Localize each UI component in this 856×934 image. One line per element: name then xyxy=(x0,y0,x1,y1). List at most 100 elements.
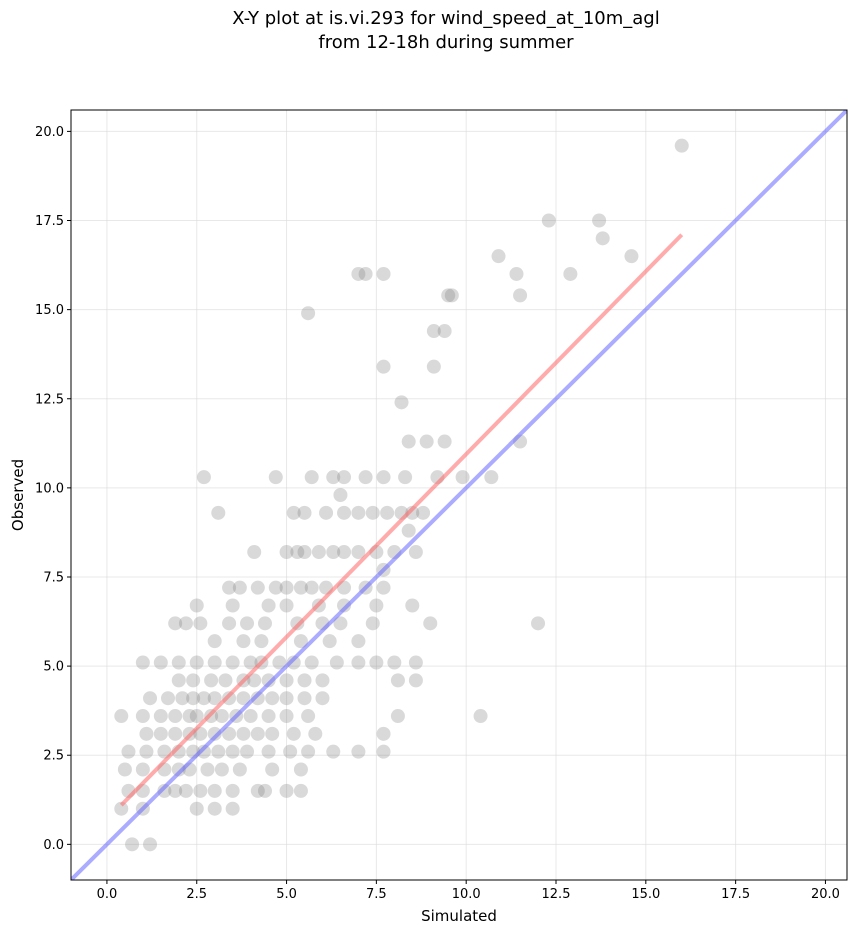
scatter-point xyxy=(304,580,319,595)
scatter-point xyxy=(437,434,452,449)
scatter-point xyxy=(283,744,298,759)
x-tick-label: 20.0 xyxy=(811,887,840,902)
scatter-point xyxy=(301,744,316,759)
scatter-point xyxy=(232,580,247,595)
scatter-point xyxy=(236,691,251,706)
scatter-point xyxy=(491,249,506,264)
scatter-point xyxy=(297,505,312,520)
scatter-point xyxy=(175,691,190,706)
x-tick-label: 2.5 xyxy=(186,887,207,902)
scatter-point xyxy=(376,726,391,741)
scatter-point xyxy=(473,709,488,724)
scatter-point xyxy=(258,616,272,631)
scatter-point xyxy=(243,709,258,724)
scatter-point xyxy=(408,545,423,560)
scatter-point xyxy=(261,744,276,759)
x-tick-label: 0.0 xyxy=(97,887,118,902)
scatter-point xyxy=(265,691,280,706)
scatter-point xyxy=(595,231,610,246)
scatter-point xyxy=(365,505,380,520)
scatter-point xyxy=(268,580,283,595)
scatter-point xyxy=(207,801,222,816)
y-tick-label: 0.0 xyxy=(43,838,64,853)
scatter-point xyxy=(387,655,402,670)
scatter-point xyxy=(135,655,150,670)
scatter-point xyxy=(390,709,405,724)
scatter-point xyxy=(390,673,405,688)
scatter-point xyxy=(437,324,452,339)
scatter-point xyxy=(182,709,197,724)
scatter-point xyxy=(304,655,319,670)
scatter-point xyxy=(247,545,262,560)
x-tick-label: 15.0 xyxy=(631,887,660,902)
scatter-point xyxy=(279,545,294,560)
scatter-point xyxy=(286,655,301,670)
scatter-point xyxy=(207,783,222,798)
scatter-point xyxy=(351,744,366,759)
x-tick-label: 10.0 xyxy=(452,887,481,902)
scatter-point xyxy=(297,545,312,560)
scatter-point xyxy=(178,616,193,631)
scatter-point xyxy=(222,580,237,595)
scatter-point xyxy=(218,673,233,688)
scatter-point xyxy=(247,673,262,688)
scatter-point xyxy=(484,470,499,485)
scatter-point xyxy=(401,523,416,538)
x-axis-label: Simulated xyxy=(421,907,497,925)
scatter-point xyxy=(236,634,251,649)
scatter-point xyxy=(236,726,251,741)
scatter-point xyxy=(441,288,456,303)
scatter-point xyxy=(211,744,226,759)
scatter-point xyxy=(337,505,352,520)
scatter-point xyxy=(204,673,219,688)
scatter-point xyxy=(337,470,352,485)
y-tick-label: 5.0 xyxy=(43,660,64,675)
scatter-point xyxy=(301,306,316,321)
scatter-point xyxy=(380,505,395,520)
scatter-point xyxy=(272,655,287,670)
scatter-point xyxy=(153,655,168,670)
scatter-point xyxy=(161,691,175,706)
y-tick-label: 2.5 xyxy=(43,749,64,764)
scatter-point xyxy=(250,691,265,706)
scatter-point xyxy=(326,470,341,485)
scatter-point xyxy=(139,744,154,759)
scatter-point xyxy=(232,762,247,777)
scatter-point xyxy=(168,726,183,741)
scatter-point xyxy=(358,266,373,281)
scatter-point xyxy=(171,655,186,670)
scatter-point xyxy=(196,470,211,485)
scatter-point xyxy=(290,545,305,560)
scatter-point xyxy=(405,505,420,520)
scatter-point xyxy=(333,616,348,631)
plot-area-frame xyxy=(70,109,848,881)
scatter-point xyxy=(222,616,237,631)
scatter-point xyxy=(304,470,319,485)
identity-line xyxy=(71,110,847,880)
scatter-point xyxy=(139,726,154,741)
scatter-point xyxy=(268,470,283,485)
scatter-point xyxy=(376,359,391,374)
scatter-point xyxy=(408,655,423,670)
scatter-point xyxy=(207,691,222,706)
scatter-point xyxy=(240,616,255,631)
scatter-point xyxy=(293,762,308,777)
scatter-point xyxy=(143,691,158,706)
scatter-point xyxy=(250,783,265,798)
scatter-point xyxy=(531,616,546,631)
scatter-point xyxy=(157,783,172,798)
scatter-point xyxy=(326,545,341,560)
scatter-point xyxy=(369,598,384,613)
scatter-point xyxy=(624,249,639,264)
scatter-point xyxy=(189,801,204,816)
scatter-point xyxy=(358,470,373,485)
scatter-point xyxy=(351,505,366,520)
scatter-point xyxy=(674,138,689,153)
scatter-point xyxy=(351,266,366,281)
scatter-point xyxy=(135,762,150,777)
scatter-point xyxy=(261,598,276,613)
scatter-point xyxy=(189,655,204,670)
scatter-point xyxy=(171,762,186,777)
scatter-point xyxy=(337,598,352,613)
scatter-point xyxy=(426,359,441,374)
